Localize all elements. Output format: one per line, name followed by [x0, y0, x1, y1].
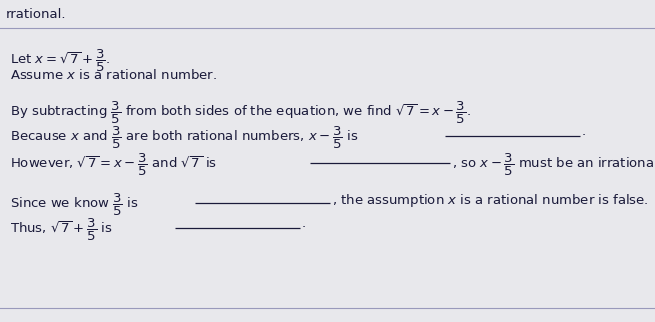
Text: , the assumption $x$ is a rational number is false.: , the assumption $x$ is a rational numbe…	[332, 192, 648, 209]
Text: Since we know $\dfrac{3}{5}$ is: Since we know $\dfrac{3}{5}$ is	[10, 192, 139, 218]
Text: Thus, $\sqrt{7} + \dfrac{3}{5}$ is: Thus, $\sqrt{7} + \dfrac{3}{5}$ is	[10, 217, 113, 243]
Text: By subtracting $\dfrac{3}{5}$ from both sides of the equation, we find $\sqrt{7}: By subtracting $\dfrac{3}{5}$ from both …	[10, 100, 471, 126]
Text: Because $x$ and $\dfrac{3}{5}$ are both rational numbers, $x - \dfrac{3}{5}$ is: Because $x$ and $\dfrac{3}{5}$ are both …	[10, 125, 358, 151]
Text: Let $x = \sqrt{7} + \dfrac{3}{5}$.: Let $x = \sqrt{7} + \dfrac{3}{5}$.	[10, 48, 110, 74]
Text: However, $\sqrt{7} = x - \dfrac{3}{5}$ and $\sqrt{7}$ is: However, $\sqrt{7} = x - \dfrac{3}{5}$ a…	[10, 152, 217, 178]
Text: .: .	[582, 125, 586, 138]
Text: rrational.: rrational.	[6, 8, 67, 21]
Text: Assume $x$ is a rational number.: Assume $x$ is a rational number.	[10, 68, 217, 82]
Text: .: .	[302, 217, 306, 230]
Text: , so $x - \dfrac{3}{5}$ must be an irrational number.: , so $x - \dfrac{3}{5}$ must be an irrat…	[452, 152, 655, 178]
